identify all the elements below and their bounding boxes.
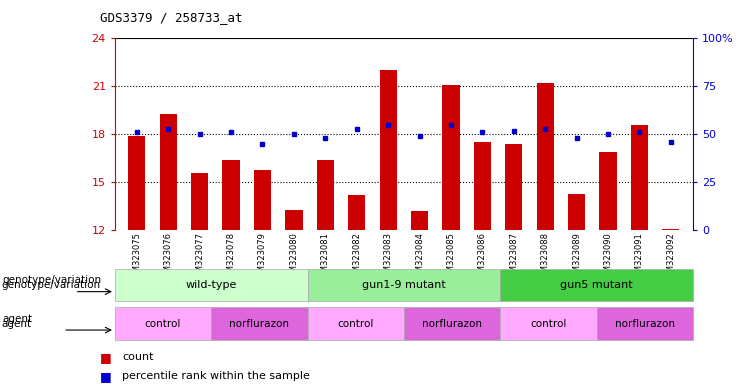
Bar — [505, 144, 522, 230]
Bar — [191, 173, 208, 230]
Bar — [254, 170, 271, 230]
Text: norflurazon: norflurazon — [230, 318, 289, 329]
Bar — [348, 195, 365, 230]
Bar — [404, 307, 500, 340]
Text: agent: agent — [1, 318, 32, 329]
Bar — [379, 70, 396, 230]
Text: gun5 mutant: gun5 mutant — [560, 280, 633, 290]
Bar — [662, 229, 679, 230]
Text: norflurazon: norflurazon — [422, 318, 482, 329]
Bar — [536, 83, 554, 230]
Bar — [473, 142, 491, 230]
Bar — [631, 125, 648, 230]
Text: ■: ■ — [100, 370, 112, 383]
Text: gun1-9 mutant: gun1-9 mutant — [362, 280, 446, 290]
Bar — [597, 307, 693, 340]
Text: GDS3379 / 258733_at: GDS3379 / 258733_at — [100, 12, 242, 25]
Text: ■: ■ — [100, 351, 112, 364]
Text: genotype/variation: genotype/variation — [1, 280, 101, 290]
Bar — [159, 114, 177, 230]
Text: control: control — [337, 318, 374, 329]
Bar — [308, 269, 500, 301]
Bar — [128, 136, 145, 230]
Text: wild-type: wild-type — [185, 280, 237, 290]
Text: percentile rank within the sample: percentile rank within the sample — [122, 371, 310, 381]
Bar — [115, 269, 308, 301]
Bar — [500, 307, 597, 340]
Text: norflurazon: norflurazon — [615, 318, 674, 329]
Bar — [411, 211, 428, 230]
Bar — [285, 210, 302, 230]
Bar — [442, 85, 459, 230]
Text: genotype/variation: genotype/variation — [2, 275, 102, 285]
Bar — [222, 160, 240, 230]
Text: count: count — [122, 352, 154, 362]
Bar — [599, 152, 617, 230]
Bar — [316, 160, 334, 230]
Bar — [568, 194, 585, 230]
Text: control: control — [530, 318, 567, 329]
Bar — [500, 269, 693, 301]
Text: control: control — [144, 318, 182, 329]
Bar — [115, 307, 211, 340]
Bar — [211, 307, 308, 340]
Text: agent: agent — [2, 314, 33, 324]
Bar — [308, 307, 404, 340]
